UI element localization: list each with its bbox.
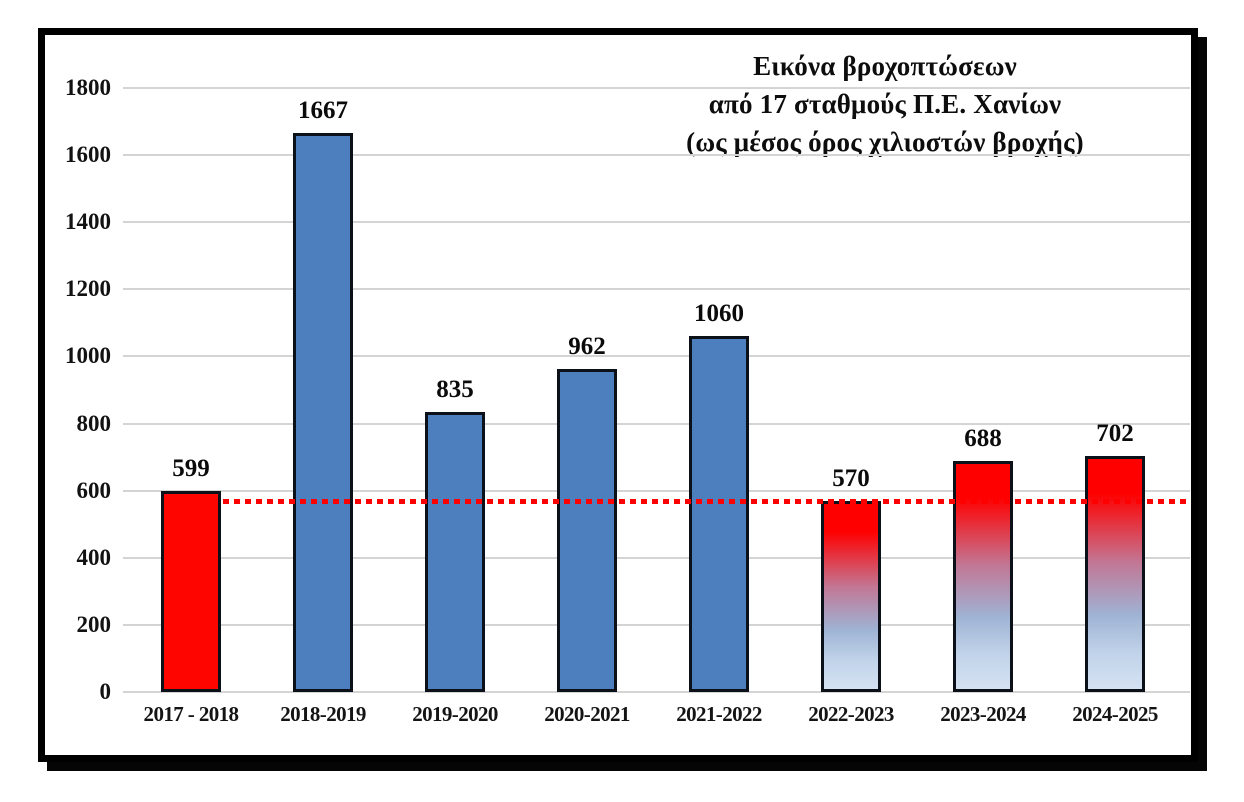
y-axis-tick-label: 1400 (65, 209, 111, 235)
reference-dotted-line (223, 498, 1190, 504)
x-axis-category-label: 2024-2025 (1072, 702, 1158, 726)
x-axis-category-label: 2017 - 2018 (143, 702, 240, 726)
chart-title: Εικόνα βροχοπτώσεων από 17 σταθμούς Π.Ε.… (565, 47, 1205, 161)
chart-frame: Εικόνα βροχοπτώσεων από 17 σταθμούς Π.Ε.… (38, 28, 1198, 762)
y-axis-tick-label: 600 (76, 477, 112, 503)
y-axis-tick-label: 1800 (65, 75, 111, 100)
gridline (123, 623, 1190, 626)
chart-title-line-1: Εικόνα βροχοπτώσεων (753, 51, 1017, 81)
chart-title-line-2: από 17 σταθμούς Π.Ε. Χανίων (708, 89, 1062, 119)
gridline (123, 422, 1190, 425)
y-axis-tick-label: 0 (99, 679, 112, 704)
bar-value-label: 599 (172, 455, 210, 482)
x-axis-category-label: 2019-2020 (412, 702, 498, 726)
bar-2019-2020 (425, 412, 485, 692)
gridline (123, 556, 1190, 559)
gridline (123, 87, 1190, 89)
plot-area: Εικόνα βροχοπτώσεων από 17 σταθμούς Π.Ε.… (45, 35, 1191, 755)
gridline (123, 691, 1190, 693)
y-axis-tick-label: 1600 (65, 142, 111, 168)
bar-value-label: 1667 (298, 97, 348, 124)
gridline (123, 154, 1190, 157)
bar-value-label: 962 (568, 333, 606, 360)
gridline (123, 489, 1190, 492)
bar-value-label: 1060 (694, 300, 744, 327)
x-axis-category-label: 2023-2024 (940, 702, 1026, 726)
bar-value-label: 688 (964, 425, 1002, 452)
bar-2017-2018 (161, 491, 221, 692)
y-axis-tick-label: 1000 (65, 343, 111, 369)
bar-2018-2019 (293, 133, 353, 692)
bar-2024-2025 (1085, 456, 1145, 692)
x-axis-category-label: 2020-2021 (544, 702, 630, 726)
x-axis-category-label: 2021-2022 (676, 702, 762, 726)
y-axis-tick-label: 200 (76, 611, 112, 637)
bar-value-label: 702 (1096, 420, 1134, 447)
bar-2021-2022 (689, 336, 749, 692)
chart-title-line-3: (ως μέσος όρος χιλιοστών βροχής) (686, 127, 1084, 157)
bar-value-label: 570 (832, 465, 870, 492)
x-axis-category-label: 2022-2023 (808, 702, 894, 726)
bar-value-label: 835 (436, 376, 474, 403)
y-axis-tick-label: 800 (76, 410, 112, 436)
bar-2023-2024 (953, 461, 1013, 692)
y-axis-tick-label: 1200 (65, 276, 111, 302)
gridline (123, 355, 1190, 358)
y-axis-tick-label: 400 (76, 544, 112, 570)
gridline (123, 288, 1190, 291)
bar-2020-2021 (557, 369, 617, 692)
bar-2022-2023 (821, 501, 881, 692)
x-axis-category-label: 2018-2019 (280, 702, 366, 726)
gridline (123, 221, 1190, 224)
